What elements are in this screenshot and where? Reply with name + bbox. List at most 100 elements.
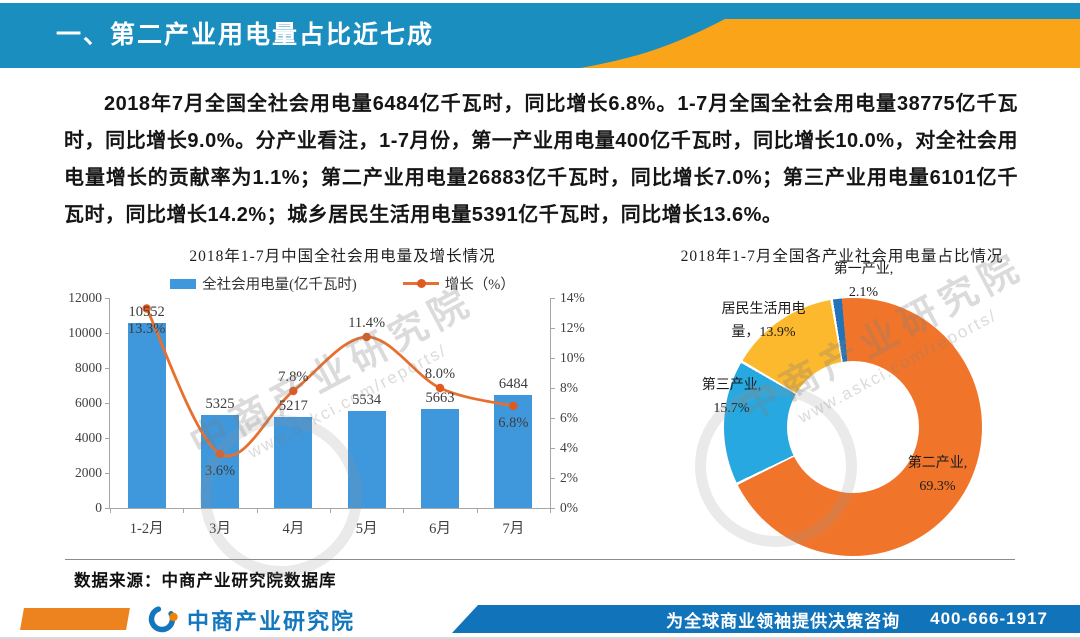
- slice-label-line: 量，13.9%: [731, 325, 796, 340]
- bar-value-label: 5534: [352, 392, 382, 409]
- x-axis-label: 1-2月: [129, 521, 164, 537]
- growth-value-label: 3.6%: [204, 463, 236, 479]
- bar-value-label: 5663: [425, 389, 455, 406]
- axis-tickmark: [550, 358, 555, 359]
- summary-paragraph: 2018年7月全国全社会用电量6484亿千瓦时，同比增长6.8%。1-7月全国全…: [64, 93, 1018, 226]
- axis-tickmark: [550, 448, 555, 449]
- bar-value-label: 5325: [205, 395, 235, 412]
- axis-tickmark: [550, 508, 551, 513]
- x-axis-label: 4月: [282, 521, 305, 537]
- axis-tickmark: [550, 478, 555, 479]
- legend-item-consumption: 全社会用电量(亿千瓦时): [170, 273, 357, 294]
- axis-tickmark: [330, 508, 331, 513]
- slice-label-primary-industry: 第一产业, 2.1%: [796, 258, 931, 304]
- left-axis-tick-label: 2000: [75, 465, 102, 480]
- right-axis-tick-label: 0%: [560, 500, 578, 515]
- bar-line-chart: 2018年1-7月中国全社会用电量及增长情况 全社会用电量(亿千瓦时) 增长（%…: [65, 240, 620, 558]
- axis-tickmark: [105, 403, 110, 404]
- axis-tickmark: [110, 508, 111, 513]
- x-axis-label: 6月: [429, 521, 451, 537]
- slice-label-line: 15.7%: [713, 401, 750, 416]
- axis-tickmark: [256, 508, 258, 513]
- growth-value-label: 7.8%: [278, 369, 309, 385]
- slice-label-line: 69.3%: [919, 479, 956, 494]
- axis-tickmark: [105, 298, 110, 299]
- bar-column: [127, 323, 166, 508]
- axis-tickmark: [550, 418, 555, 419]
- slice-label-line: 第二产业,: [907, 456, 968, 471]
- left-axis-tick-label: 0: [95, 500, 102, 515]
- x-axis-label: 7月: [502, 521, 525, 537]
- right-axis-tick-label: 10%: [560, 350, 585, 365]
- x-axis-label: 5月: [355, 521, 378, 537]
- bottom-edge-line: [0, 637, 1080, 639]
- line-series-swatch: [402, 279, 439, 288]
- axis-tickmark: [550, 298, 555, 299]
- axis-tickmark: [550, 508, 555, 509]
- right-axis-tick-label: 4%: [560, 440, 578, 455]
- bar-series-swatch: [170, 278, 197, 289]
- left-axis-tick-label: 4000: [75, 430, 102, 445]
- footer-phone: 400-666-1917: [930, 609, 1048, 628]
- axis-tickmark: [105, 508, 110, 509]
- left-axis-tick-label: 8000: [75, 360, 102, 375]
- header-banner: 一、第二产业用电量占比近七成: [0, 3, 1080, 68]
- growth-value-label: 11.4%: [348, 315, 386, 331]
- axis-tickmark: [105, 368, 110, 369]
- footer-orange-block: [20, 608, 130, 630]
- divider-line: [65, 559, 1015, 560]
- bar-value-label: 5217: [278, 397, 308, 414]
- bar-series-label: 全社会用电量(亿千瓦时): [202, 277, 357, 293]
- right-axis-tick-label: 6%: [560, 410, 578, 425]
- bar-column: [421, 408, 459, 508]
- right-axis-tick-label: 8%: [560, 380, 578, 395]
- growth-value-label: 6.8%: [498, 415, 529, 431]
- axis-tickmark: [183, 508, 185, 513]
- footer-slogan: 为全球商业领袖提供决策咨询: [666, 611, 901, 631]
- left-axis-tick-label: 10000: [68, 325, 102, 340]
- x-axis-label: 3月: [209, 521, 231, 537]
- bar-value-label: 6484: [498, 375, 528, 392]
- header-orange-swoosh: [580, 19, 1080, 68]
- donut-ring: [724, 298, 982, 556]
- growth-value-label: 13.3%: [127, 321, 166, 338]
- footer-blue-band: 为全球商业领袖提供决策咨询 400-666-1917: [452, 605, 1080, 633]
- bottom-bar: 中商产业研究院 为全球商业领袖提供决策咨询 400-666-1917: [0, 601, 1080, 637]
- bar-column: [494, 394, 533, 508]
- legend-item-growth: 增长（%）: [402, 273, 515, 294]
- bar-chart-title: 2018年1-7月中国全社会用电量及增长情况: [189, 248, 496, 265]
- slice-label-line: 第一产业,: [833, 262, 894, 277]
- left-axis-tick-label: 12000: [68, 290, 102, 305]
- slice-label-tertiary-industry: 第三产业, 15.7%: [674, 374, 789, 420]
- slice-label-line: 2.1%: [848, 285, 879, 300]
- page-title: 一、第二产业用电量占比近七成: [56, 21, 435, 49]
- bar-plot-area: 0 2000 4000 6000 8000 10000 12000 0% 2% 4% 6% 8% 10%…: [68, 290, 585, 537]
- growth-line: [142, 304, 518, 459]
- bar-column: [274, 416, 313, 508]
- donut-hole: [787, 361, 919, 493]
- donut-chart-title: 2018年1-7月全国各产业社会用电量占比情况: [680, 248, 1004, 265]
- axis-tickmark: [550, 388, 555, 389]
- right-axis-tick-label: 2%: [560, 470, 578, 485]
- axis-tickmark: [105, 333, 110, 334]
- slice-label-resident-use: 居民生活用电 量，13.9%: [686, 298, 841, 344]
- donut-chart: 2018年1-7月全国各产业社会用电量占比情况 第一产业, 2.1% 居民生活用…: [628, 240, 1056, 558]
- right-axis-tick-label: 14%: [560, 290, 585, 305]
- left-axis-tick-label: 6000: [75, 395, 102, 410]
- slice-label-secondary-industry: 第二产业, 69.3%: [880, 452, 995, 498]
- company-logo-icon: [148, 605, 178, 633]
- axis-tickmark: [476, 508, 478, 513]
- axis-tickmark: [403, 508, 405, 513]
- axis-tickmark: [550, 328, 555, 329]
- line-series-label: 增长（%）: [444, 277, 515, 293]
- axis-tickmark: [105, 473, 110, 474]
- right-axis-tick-label: 12%: [560, 320, 585, 335]
- company-logo-text: 中商产业研究院: [187, 609, 356, 634]
- slice-label-line: 居民生活用电: [721, 302, 806, 317]
- data-source: 数据来源：中商产业研究院数据库: [74, 572, 337, 590]
- bar-column: [347, 411, 386, 508]
- bar-chart-legend: 全社会用电量(亿千瓦时) 增长（%）: [65, 273, 620, 294]
- slice-label-line: 第三产业,: [701, 378, 762, 393]
- axis-tickmark: [105, 438, 110, 439]
